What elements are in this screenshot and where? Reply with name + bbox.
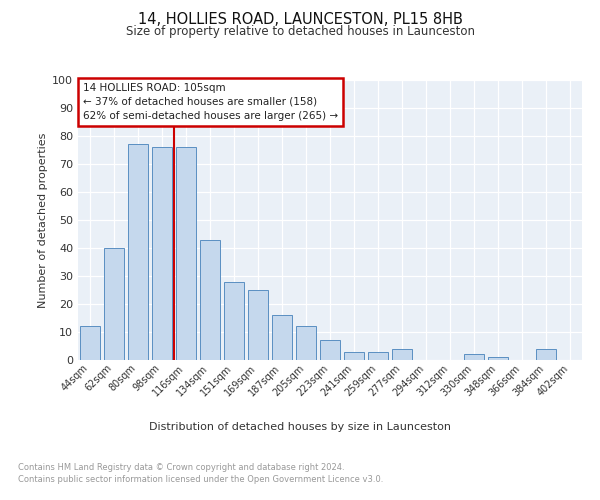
Text: Size of property relative to detached houses in Launceston: Size of property relative to detached ho… (125, 25, 475, 38)
Bar (224, 282, 244, 360)
Bar (152, 147, 172, 360)
Bar (488, 357, 508, 360)
Bar (296, 326, 316, 360)
Bar (344, 352, 364, 360)
Bar (536, 349, 556, 360)
Text: Contains HM Land Registry data © Crown copyright and database right 2024.: Contains HM Land Registry data © Crown c… (18, 462, 344, 471)
Bar (104, 248, 124, 360)
Bar (464, 354, 484, 360)
Bar (248, 290, 268, 360)
Bar (80, 326, 100, 360)
Bar (392, 349, 412, 360)
Bar (200, 240, 220, 360)
Bar (176, 147, 196, 360)
Bar (368, 352, 388, 360)
Text: Contains public sector information licensed under the Open Government Licence v3: Contains public sector information licen… (18, 475, 383, 484)
Bar (128, 144, 148, 360)
Text: 14, HOLLIES ROAD, LAUNCESTON, PL15 8HB: 14, HOLLIES ROAD, LAUNCESTON, PL15 8HB (137, 12, 463, 28)
Bar (272, 315, 292, 360)
Text: Distribution of detached houses by size in Launceston: Distribution of detached houses by size … (149, 422, 451, 432)
Text: 14 HOLLIES ROAD: 105sqm
← 37% of detached houses are smaller (158)
62% of semi-d: 14 HOLLIES ROAD: 105sqm ← 37% of detache… (83, 83, 338, 121)
Y-axis label: Number of detached properties: Number of detached properties (38, 132, 48, 308)
Bar (320, 340, 340, 360)
